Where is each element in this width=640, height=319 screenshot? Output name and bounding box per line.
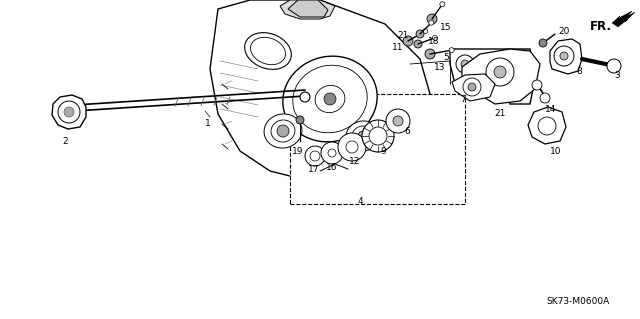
Circle shape xyxy=(540,93,550,103)
Circle shape xyxy=(310,151,320,161)
Circle shape xyxy=(560,52,568,60)
Ellipse shape xyxy=(346,121,380,151)
Circle shape xyxy=(321,142,343,164)
Circle shape xyxy=(532,80,542,90)
Text: 2: 2 xyxy=(62,137,68,146)
Text: 8: 8 xyxy=(576,66,582,76)
Circle shape xyxy=(386,109,410,133)
Text: 10: 10 xyxy=(550,146,561,155)
Polygon shape xyxy=(288,0,328,17)
Text: 17: 17 xyxy=(308,166,319,174)
Text: 7: 7 xyxy=(460,94,466,103)
Circle shape xyxy=(554,46,574,66)
Polygon shape xyxy=(52,95,86,129)
Ellipse shape xyxy=(264,114,302,148)
Circle shape xyxy=(486,58,514,86)
Text: 4: 4 xyxy=(358,197,364,205)
Circle shape xyxy=(324,93,336,105)
Polygon shape xyxy=(462,49,540,104)
Circle shape xyxy=(346,141,358,153)
Circle shape xyxy=(607,59,621,73)
Ellipse shape xyxy=(250,37,285,65)
Polygon shape xyxy=(450,49,535,104)
Circle shape xyxy=(425,49,435,59)
Polygon shape xyxy=(280,0,335,19)
Circle shape xyxy=(461,60,469,68)
Ellipse shape xyxy=(283,56,377,142)
Circle shape xyxy=(427,14,437,24)
Text: 9: 9 xyxy=(380,146,386,155)
Text: 12: 12 xyxy=(349,157,360,166)
Text: 6: 6 xyxy=(404,127,410,136)
Text: 1: 1 xyxy=(205,118,211,128)
Circle shape xyxy=(300,92,310,102)
Ellipse shape xyxy=(292,65,367,133)
Circle shape xyxy=(58,101,80,123)
Polygon shape xyxy=(550,39,582,74)
Circle shape xyxy=(414,40,422,48)
Circle shape xyxy=(338,133,366,161)
Circle shape xyxy=(369,127,387,145)
Text: 5: 5 xyxy=(443,53,449,62)
Circle shape xyxy=(416,30,424,38)
Circle shape xyxy=(433,35,437,40)
Circle shape xyxy=(296,116,304,124)
Ellipse shape xyxy=(271,120,295,142)
Circle shape xyxy=(449,48,454,53)
Circle shape xyxy=(393,116,403,126)
Text: 15: 15 xyxy=(440,23,451,32)
Circle shape xyxy=(423,28,428,33)
Circle shape xyxy=(429,20,434,25)
Circle shape xyxy=(277,125,289,137)
Text: 3: 3 xyxy=(614,71,620,80)
Circle shape xyxy=(328,149,336,157)
Text: 21: 21 xyxy=(397,31,408,40)
Bar xyxy=(290,94,465,204)
Polygon shape xyxy=(612,11,635,27)
Text: FR.: FR. xyxy=(590,20,612,33)
Circle shape xyxy=(305,146,325,166)
Circle shape xyxy=(64,107,74,117)
Polygon shape xyxy=(528,107,566,144)
Circle shape xyxy=(463,78,481,96)
Text: 14: 14 xyxy=(545,105,556,114)
Polygon shape xyxy=(452,74,495,101)
Circle shape xyxy=(456,55,474,73)
Circle shape xyxy=(539,39,547,47)
Circle shape xyxy=(358,131,368,141)
Text: 11: 11 xyxy=(392,42,403,51)
Ellipse shape xyxy=(315,85,345,113)
Text: 13: 13 xyxy=(434,63,445,71)
Text: 19: 19 xyxy=(292,146,303,155)
Polygon shape xyxy=(210,0,430,181)
Circle shape xyxy=(513,82,527,96)
Circle shape xyxy=(538,117,556,135)
Circle shape xyxy=(403,36,413,46)
Circle shape xyxy=(494,66,506,78)
Text: SK73-M0600A: SK73-M0600A xyxy=(546,296,609,306)
Ellipse shape xyxy=(244,33,291,69)
Text: 20: 20 xyxy=(558,26,570,35)
Text: 18: 18 xyxy=(428,36,440,46)
Circle shape xyxy=(468,83,476,91)
Ellipse shape xyxy=(352,126,374,146)
Text: 16: 16 xyxy=(326,162,337,172)
Circle shape xyxy=(440,2,445,7)
Text: 21: 21 xyxy=(494,109,506,118)
Circle shape xyxy=(362,120,394,152)
